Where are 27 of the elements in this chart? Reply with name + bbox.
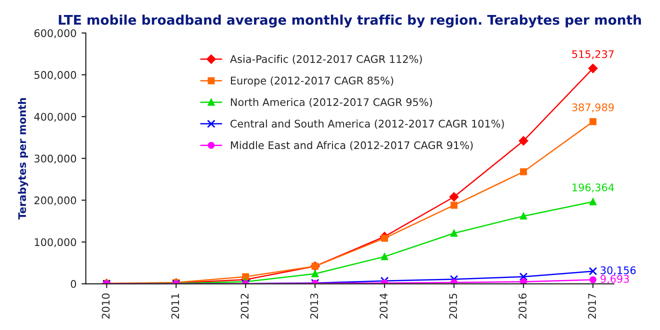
y-tick-label: 500,000 — [34, 71, 76, 80]
y-axis-title: Terabytes per month — [18, 98, 28, 220]
x-tick-label: 2013 — [310, 294, 318, 319]
x-tick-label: 2016 — [518, 293, 527, 319]
y-tick-label: 100,000 — [34, 238, 76, 248]
legend-label: Central and South America (2012-2017 CAGR 101%) — [230, 120, 504, 129]
x-tick-label: 2010 — [102, 294, 110, 319]
legend-label: Europe (2012-2017 CAGR 85%) — [230, 76, 394, 87]
legend-label: Asia-Pacific (2012-2017 CAGR 112%) — [230, 54, 422, 64]
y-tick-label: 200,000 — [34, 196, 76, 206]
y-tick-label: 300,000 — [34, 154, 76, 164]
x-tick-label: 2011 — [171, 294, 180, 319]
y-tick-label: 0 — [70, 280, 76, 288]
x-tick-label: 2017 — [588, 294, 596, 319]
y-tick-label: 400,000 — [34, 112, 76, 122]
data-label: 515,237 — [572, 50, 614, 60]
chart-title: LTE mobile broadband average monthly traffic by region. Terabytes per month — [58, 14, 641, 28]
y-tick-label: 600,000 — [34, 29, 76, 38]
x-tick-label: 2014 — [380, 293, 388, 319]
data-label: 387,989 — [572, 103, 614, 112]
data-label: 196,364 — [572, 183, 614, 192]
x-tick-label: 2015 — [449, 294, 458, 319]
data-label: 30,156 — [600, 266, 636, 276]
x-tick-label: 2012 — [240, 294, 249, 319]
data-label: 9,693 — [600, 274, 629, 284]
legend-label: Middle East and Africa (2012-2017 CAGR 91%) — [230, 141, 473, 150]
legend-label: North America (2012-2017 CAGR 95%) — [230, 98, 432, 108]
